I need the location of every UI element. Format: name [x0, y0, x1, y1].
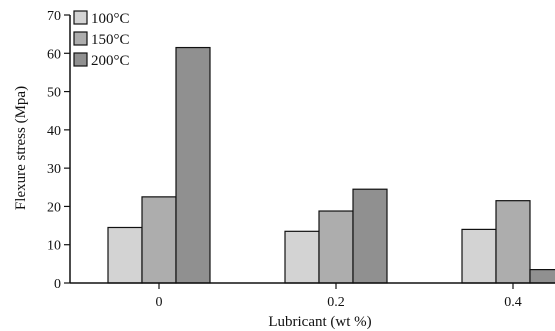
y-tick-label: 40 — [47, 124, 61, 139]
bar-0.4-200°C — [529, 269, 555, 284]
bar-0-150°C — [141, 196, 177, 284]
y-tick-label: 10 — [47, 239, 61, 254]
x-axis-title: Lubricant (wt %) — [268, 314, 371, 330]
x-tick-label: 0.2 — [327, 295, 345, 310]
x-tick-label: 0 — [156, 295, 163, 310]
x-tick-label: 0.4 — [504, 295, 522, 310]
y-tick-label: 20 — [47, 200, 61, 215]
legend-swatch-100°C — [73, 10, 88, 25]
y-tick-label: 50 — [47, 86, 61, 101]
bar-0.4-150°C — [495, 200, 531, 284]
legend: 100°C 150°C 200°C — [73, 10, 130, 69]
legend-label-100°C: 100°C — [91, 11, 130, 27]
axes-group — [69, 15, 555, 284]
legend-label-150°C: 150°C — [91, 32, 130, 48]
bar-0.4-100°C — [461, 228, 497, 284]
bar-0.2-200°C — [352, 188, 388, 284]
bar-0-100°C — [107, 226, 143, 284]
bar-0.2-150°C — [318, 210, 354, 284]
legend-swatch-150°C — [73, 31, 88, 46]
y-tick-label: 0 — [54, 277, 61, 292]
legend-label-200°C: 200°C — [91, 53, 130, 69]
x-ticks-group: 0 0.2 0.4 — [156, 283, 522, 310]
legend-swatch-200°C — [73, 52, 88, 67]
bar-0-200°C — [175, 46, 211, 284]
bar-0.2-100°C — [284, 230, 320, 284]
bars-group — [107, 46, 555, 284]
y-tick-label: 60 — [47, 47, 61, 62]
y-axis-title: Flexure stress (Mpa) — [13, 86, 29, 210]
y-tick-label: 70 — [47, 9, 61, 24]
y-ticks-group: 0 10 20 30 40 50 60 70 — [47, 9, 70, 292]
y-tick-label: 30 — [47, 162, 61, 177]
